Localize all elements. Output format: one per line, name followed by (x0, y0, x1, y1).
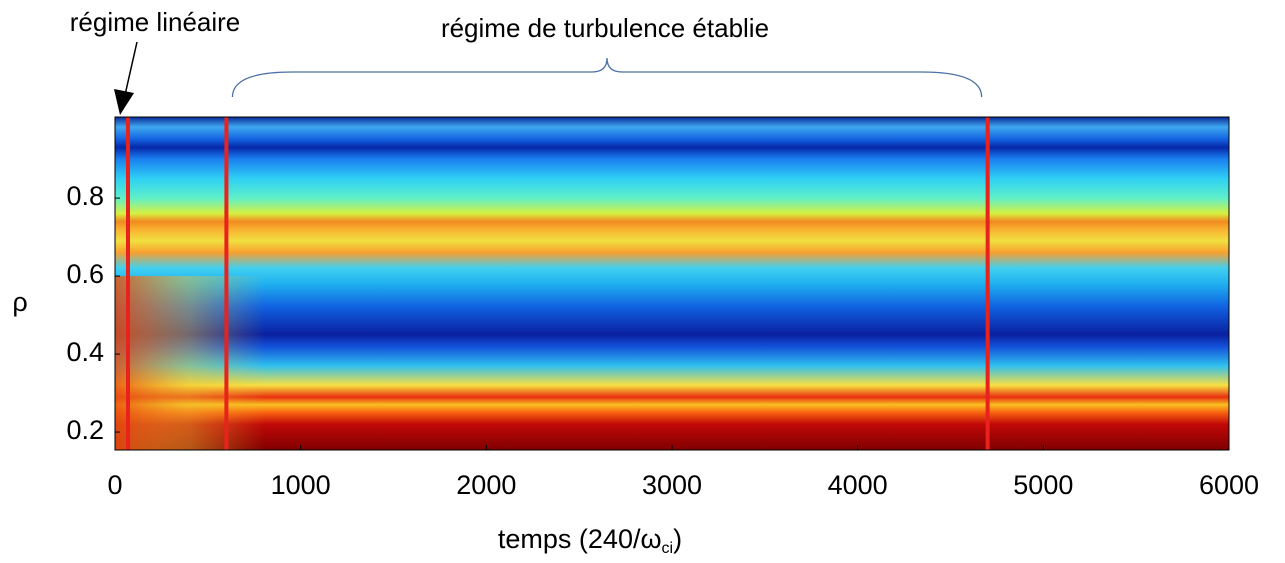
x-tick-label: 6000 (1199, 470, 1259, 500)
x-tick-label: 5000 (1013, 470, 1073, 500)
x-label-suffix: ) (673, 524, 682, 554)
annotation: régime linéaire (70, 7, 241, 37)
x-tick-label: 2000 (456, 470, 516, 500)
x-tick-label: 3000 (642, 470, 702, 500)
y-tick-label: 0.6 (66, 259, 104, 289)
arrow-shaft (124, 41, 138, 96)
x-axis-label: temps (240/ωci) (498, 524, 682, 557)
y-tick-label: 0.8 (66, 181, 104, 211)
x-tick-label: 0 (107, 470, 122, 500)
y-tick-label: 0.4 (66, 337, 104, 367)
arrow-head (113, 89, 134, 115)
x-label-subscript: ci (662, 540, 674, 557)
x-tick-label: 4000 (828, 470, 888, 500)
annotation: régime de turbulence établie (441, 13, 769, 43)
heatmap-transient (115, 276, 265, 450)
heatmap (115, 117, 1229, 450)
y-tick-label: 0.2 (66, 415, 104, 445)
x-label-text: temps (240/ω (498, 524, 662, 554)
brace (231, 57, 983, 98)
x-tick-label: 1000 (271, 470, 331, 500)
y-axis-label: ρ (12, 287, 27, 317)
